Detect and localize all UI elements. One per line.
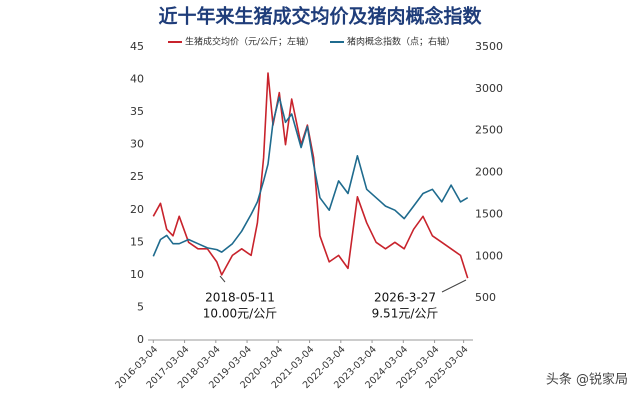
series-line xyxy=(152,96,469,257)
leader-line xyxy=(441,279,467,293)
y-tick-label: 30 xyxy=(130,138,144,151)
y2-tick-label: 1500 xyxy=(475,207,503,220)
y-tick-label: 45 xyxy=(130,40,144,53)
y2-tick-label: 500 xyxy=(475,291,496,304)
legend-label: 猪肉概念指数（点；右轴） xyxy=(347,36,455,48)
y-tick-label: 15 xyxy=(130,235,144,248)
y-tick-label: 35 xyxy=(130,105,144,118)
y-tick-label: 0 xyxy=(137,333,144,346)
annotation-text: 9.51元/公斤 xyxy=(372,307,439,321)
legend-label: 生猪成交均价（元/公斤；左轴） xyxy=(185,36,314,48)
y2-tick-label: 3000 xyxy=(475,82,503,95)
y-tick-label: 10 xyxy=(130,268,144,281)
y-tick-label: 20 xyxy=(130,203,144,216)
y-tick-label: 5 xyxy=(137,300,144,313)
y2-tick-label: 1000 xyxy=(475,249,503,262)
annotation-text: 10.00元/公斤 xyxy=(203,307,277,321)
series-line xyxy=(152,72,469,279)
y-tick-label: 25 xyxy=(130,170,144,183)
leader-line xyxy=(219,275,226,283)
y2-tick-label: 2000 xyxy=(475,166,503,179)
annotation-date: 2018-05-11 xyxy=(205,291,275,305)
annotation-date: 2026-3-27 xyxy=(374,291,436,305)
chart-title: 近十年来生猪成交均价及猪肉概念指数 xyxy=(158,5,482,28)
y-tick-label: 40 xyxy=(130,73,144,86)
y2-tick-label: 3500 xyxy=(475,40,503,53)
watermark: 头条 @锐家局 xyxy=(546,372,628,388)
y2-tick-label: 2500 xyxy=(475,124,503,137)
